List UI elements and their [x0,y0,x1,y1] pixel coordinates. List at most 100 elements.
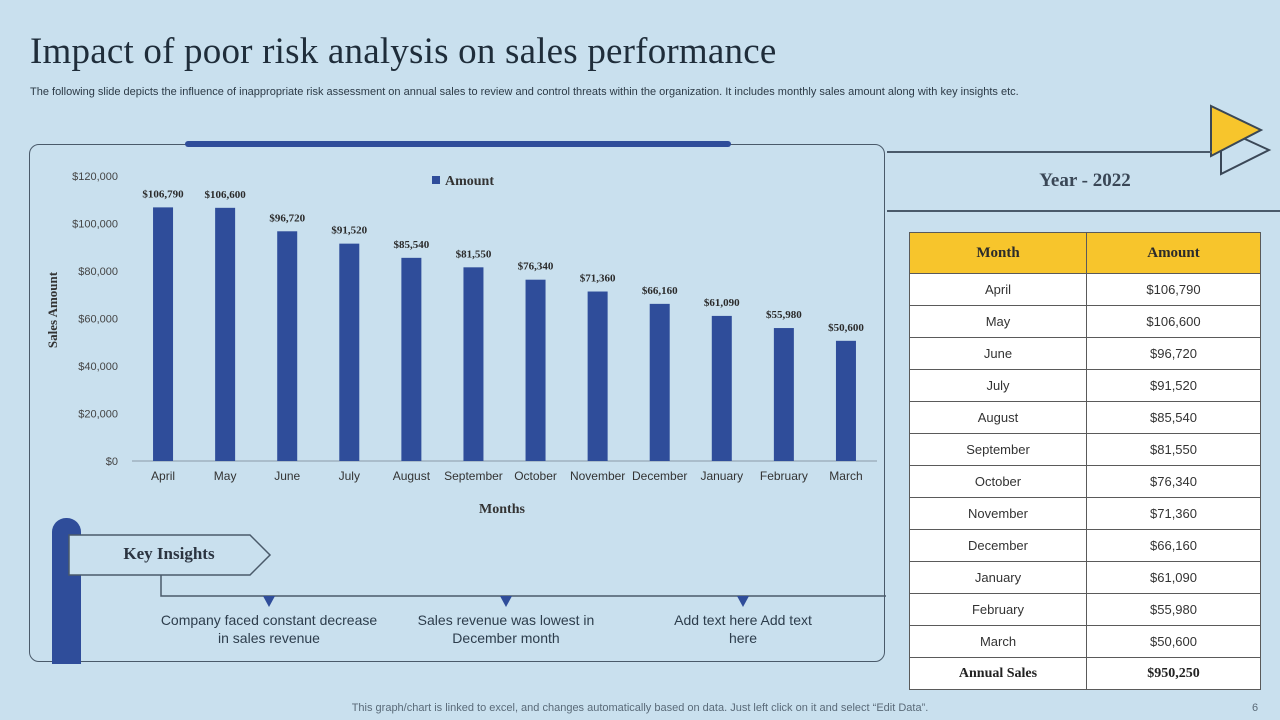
data-label: $55,980 [766,309,802,321]
amount-cell: $106,790 [1086,273,1261,306]
x-tick-label: March [829,469,862,483]
y-tick-label: $100,000 [72,219,118,231]
y-tick-label: $60,000 [78,314,118,326]
amount-cell: $91,520 [1086,369,1261,402]
data-label: $106,790 [142,188,184,200]
x-tick-label: April [151,469,175,483]
month-cell: September [909,433,1087,466]
bars: $106,790 $106,600 $96,720 $91,520 $85,540 $81… [142,188,864,461]
table-row: September $81,550 [909,433,1261,466]
table-row: February $55,980 [909,593,1261,626]
month-cell: May [909,305,1087,338]
bar[interactable] [277,231,298,461]
x-axis-title: Months [479,502,525,517]
legend: Amount [432,174,494,189]
amount-cell: $85,540 [1086,401,1261,434]
amount-cell: $66,160 [1086,529,1261,562]
month-cell: February [909,593,1087,626]
bar[interactable] [711,315,732,461]
table-row: May $106,600 [909,305,1261,338]
x-tick-label: June [274,469,300,483]
insight-text-1: Company faced constant decrease in sales… [160,612,378,646]
month-cell: July [909,369,1087,402]
bar[interactable] [339,243,360,461]
data-label: $96,720 [269,212,305,224]
month-cell: March [909,625,1087,658]
amount-cell: $106,600 [1086,305,1261,338]
x-tick-label: December [632,469,687,483]
insight-connector [160,575,886,607]
amount-cell: $81,550 [1086,433,1261,466]
bar[interactable] [153,207,174,461]
y-axis: $0 $20,000 $40,000 $60,000 $80,000 $100,000 $1… [72,171,877,468]
insight-text-3: Add text here Add text here [674,612,812,646]
table-row: June $96,720 [909,337,1261,370]
x-tick-label: September [444,469,503,483]
footer-note: This graph/chart is linked to excel, and… [351,702,929,714]
table-row: March $50,600 [909,625,1261,658]
data-label: $91,520 [331,225,367,237]
x-tick-label: November [570,469,625,483]
bar[interactable] [401,257,422,461]
table-row: April $106,790 [909,273,1261,306]
y-tick-label: $0 [106,456,118,468]
month-cell: December [909,529,1087,562]
month-cell: January [909,561,1087,594]
bar-chart[interactable]: $0 $20,000 $40,000 $60,000 $80,000 $100,000 $1… [0,0,890,530]
data-label: $81,550 [456,248,492,260]
divider [887,151,1212,153]
amount-cell: $96,720 [1086,337,1261,370]
data-label: $50,600 [828,322,864,334]
sales-table: Month Amount April $106,790 May $106,600 Jun… [909,232,1261,690]
amount-cell: $50,600 [1086,625,1261,658]
bar[interactable] [649,303,670,461]
table-row: December $66,160 [909,529,1261,562]
bar[interactable] [463,267,484,461]
table-row: August $85,540 [909,401,1261,434]
x-tick-label: May [214,469,237,483]
month-cell: August [909,401,1087,434]
bar[interactable] [587,291,608,461]
y-tick-label: $40,000 [78,361,118,373]
x-tick-label: January [700,469,743,483]
data-label: $76,340 [518,261,554,273]
insight-text-2: Sales revenue was lowest in December mon… [417,612,595,646]
bar[interactable] [773,328,794,461]
x-tick-label: July [339,469,360,483]
y-tick-label: $20,000 [78,409,118,421]
bar[interactable] [525,279,546,461]
table-row: November $71,360 [909,497,1261,530]
page-title: Impact of poor risk analysis on sales pe… [30,31,777,72]
x-tick-label: August [393,469,431,483]
bar[interactable] [835,340,856,461]
table-row: January $61,090 [909,561,1261,594]
table-header-month: Month [909,232,1087,274]
key-insights-heading: Key Insights [123,544,215,563]
bar[interactable] [215,207,236,461]
month-cell: June [909,337,1087,370]
total-label: Annual Sales [909,657,1087,690]
x-tick-label: October [514,469,557,483]
table-header-amount: Amount [1086,232,1261,274]
table-row: October $76,340 [909,465,1261,498]
x-tick-label: February [760,469,808,483]
amount-cell: $55,980 [1086,593,1261,626]
x-axis: April May June July August September October No… [151,469,863,483]
month-cell: November [909,497,1087,530]
table-total-row: Annual Sales $950,250 [909,657,1261,690]
amount-cell: $76,340 [1086,465,1261,498]
data-label: $106,600 [205,189,247,201]
year-label: Year - 2022 [1039,170,1131,191]
legend-label: Amount [445,174,494,189]
data-label: $85,540 [394,239,430,251]
table-row: July $91,520 [909,369,1261,402]
month-cell: October [909,465,1087,498]
page-number: 6 [1252,702,1259,714]
page-subtitle: The following slide depicts the influenc… [30,86,1019,98]
divider [887,210,1280,212]
amount-cell: $61,090 [1086,561,1261,594]
play-triangle-icon [1210,104,1272,176]
y-tick-label: $120,000 [72,171,118,183]
key-insights-tag [68,534,272,576]
data-label: $61,090 [704,297,740,309]
